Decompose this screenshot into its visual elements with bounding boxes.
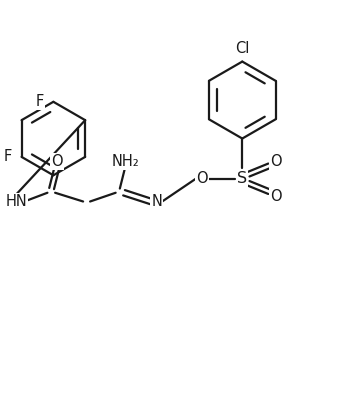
Text: F: F	[36, 94, 44, 109]
Text: O: O	[270, 189, 281, 204]
Text: O: O	[51, 154, 63, 169]
Text: HN: HN	[6, 194, 27, 209]
Text: N: N	[151, 194, 162, 209]
Text: O: O	[196, 171, 208, 186]
Text: O: O	[270, 154, 281, 169]
Text: Cl: Cl	[235, 41, 250, 56]
Text: F: F	[4, 149, 12, 164]
Text: NH₂: NH₂	[111, 154, 139, 169]
Text: S: S	[237, 171, 247, 186]
